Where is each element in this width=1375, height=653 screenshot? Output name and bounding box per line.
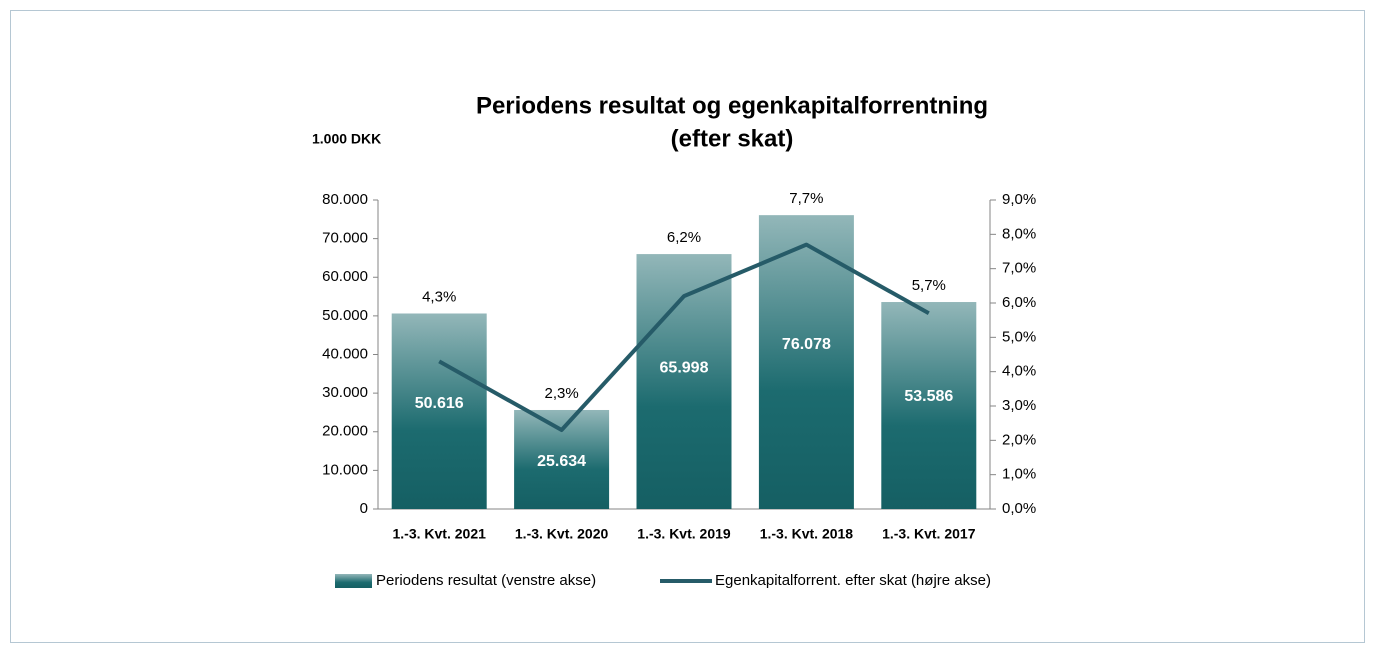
y2-tick-label: 3,0% xyxy=(1002,397,1036,414)
legend-label: Periodens resultat (venstre akse) xyxy=(376,572,596,589)
x-tick-label: 1.-3. Kvt. 2017 xyxy=(882,526,976,542)
x-tick-label: 1.-3. Kvt. 2018 xyxy=(760,526,854,542)
y2-tick-label: 0,0% xyxy=(1002,500,1036,517)
bar-value-label: 76.078 xyxy=(782,336,831,353)
x-tick-label: 1.-3. Kvt. 2019 xyxy=(637,526,731,542)
chart-title: Periodens resultat og egenkapitalforrent… xyxy=(476,92,988,119)
y-tick-label: 80.000 xyxy=(322,191,368,208)
bar xyxy=(514,409,610,509)
line-value-label: 2,3% xyxy=(544,385,578,402)
bar-value-label: 65.998 xyxy=(660,359,709,376)
y-tick-label: 30.000 xyxy=(322,384,368,401)
y-tick-label: 70.000 xyxy=(322,230,368,247)
y2-tick-label: 6,0% xyxy=(1002,294,1036,311)
bar xyxy=(391,313,487,509)
y2-tick-label: 8,0% xyxy=(1002,225,1036,242)
bar xyxy=(636,254,732,509)
y-tick-label: 40.000 xyxy=(322,345,368,362)
y-tick-label: 20.000 xyxy=(322,423,368,440)
bar-value-label: 53.586 xyxy=(904,388,953,405)
line-value-label: 6,2% xyxy=(667,229,701,246)
y-tick-label: 10.000 xyxy=(322,461,368,478)
bar xyxy=(881,302,977,509)
bar-value-label: 25.634 xyxy=(537,453,586,470)
x-tick-label: 1.-3. Kvt. 2021 xyxy=(393,526,487,542)
y2-tick-label: 7,0% xyxy=(1002,260,1036,277)
line-value-label: 4,3% xyxy=(422,288,456,305)
y2-tick-label: 4,0% xyxy=(1002,363,1036,380)
y2-tick-label: 1,0% xyxy=(1002,466,1036,483)
y-tick-label: 60.000 xyxy=(322,268,368,285)
y2-tick-label: 5,0% xyxy=(1002,328,1036,345)
line-value-label: 7,7% xyxy=(789,190,823,207)
legend-label: Egenkapitalforrent. efter skat (højre ak… xyxy=(715,572,991,589)
x-tick-label: 1.-3. Kvt. 2020 xyxy=(515,526,609,542)
chart-title: (efter skat) xyxy=(671,125,794,152)
y-tick-label: 50.000 xyxy=(322,307,368,324)
y2-tick-label: 2,0% xyxy=(1002,431,1036,448)
line-value-label: 5,7% xyxy=(912,277,946,294)
y2-tick-label: 9,0% xyxy=(1002,191,1036,208)
bar-value-label: 50.616 xyxy=(415,395,464,412)
legend-swatch xyxy=(335,574,372,588)
y-axis-label: 1.000 DKK xyxy=(312,131,381,147)
y-tick-label: 0 xyxy=(360,500,368,517)
line xyxy=(438,242,930,433)
